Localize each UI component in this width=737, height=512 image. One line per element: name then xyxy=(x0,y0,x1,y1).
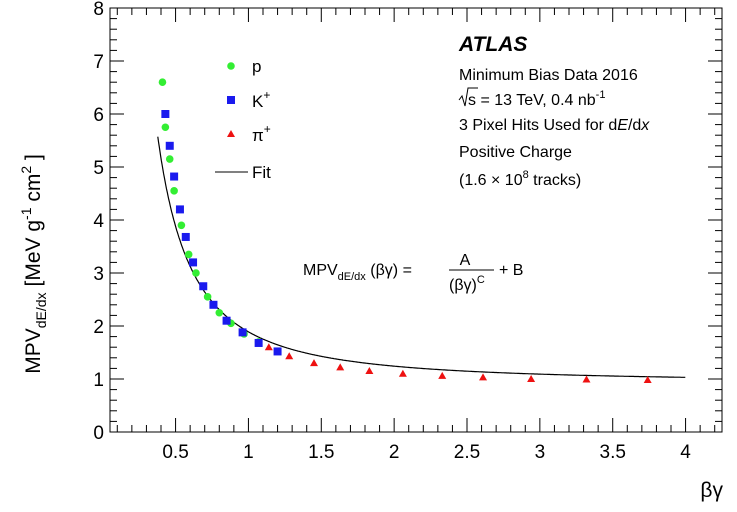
formula-denominator: (βγ)C xyxy=(449,274,485,294)
point-k xyxy=(161,110,170,118)
legend-label-p: p xyxy=(252,57,261,76)
y-tick-label: 4 xyxy=(93,211,104,232)
info-line-energy: s = 13 TeV, 0.4 nb-1 xyxy=(458,87,605,109)
x-tick-label: 2 xyxy=(389,442,400,463)
info-line-tracks: (1.6 × 108 tracks) xyxy=(459,169,581,189)
fit-curve-layer xyxy=(157,136,686,378)
y-tick-label: 3 xyxy=(93,264,104,285)
point-pi xyxy=(643,376,652,384)
legend-label-fit: Fit xyxy=(252,163,271,182)
point-p xyxy=(161,123,170,132)
point-k xyxy=(189,258,198,267)
point-pi xyxy=(264,343,273,351)
y-tick-label: 6 xyxy=(93,105,104,126)
point-p xyxy=(165,155,174,163)
y-tick-label: 7 xyxy=(93,52,104,73)
point-k xyxy=(254,338,263,347)
legend-marker-p xyxy=(227,62,235,70)
point-k xyxy=(165,141,174,150)
x-tick-label: 1 xyxy=(243,442,254,463)
formula-numerator: A xyxy=(460,252,471,269)
point-k xyxy=(175,205,184,214)
point-k xyxy=(222,316,231,325)
fit-formula: MPVdE/dx (βγ) = A (βγ)C + B xyxy=(303,252,523,294)
info-line-charge: Positive Charge xyxy=(459,144,572,161)
legend-marker-k xyxy=(227,96,235,104)
point-p xyxy=(170,187,178,195)
point-k xyxy=(181,232,190,241)
info-line-data: Minimum Bias Data 2016 xyxy=(459,67,638,84)
x-tick-label: 0.5 xyxy=(162,442,188,463)
legend-marker-pi xyxy=(227,130,235,137)
point-pi xyxy=(582,375,591,383)
point-p xyxy=(192,269,200,277)
fit-curve xyxy=(157,136,686,378)
formula-lhs: MPVdE/dx (βγ) = xyxy=(303,262,412,283)
point-pi xyxy=(285,352,294,360)
point-pi xyxy=(438,371,447,379)
x-tick-label: 3 xyxy=(535,442,546,463)
y-tick-label: 0 xyxy=(93,423,104,444)
formula-rhs: + B xyxy=(499,262,523,279)
x-tick-label: 4 xyxy=(680,442,691,463)
point-pi xyxy=(336,363,345,371)
x-tick-label: 2.5 xyxy=(454,442,480,463)
point-pi xyxy=(398,369,407,377)
y-tick-label: 8 xyxy=(93,0,104,20)
legend: p K+ π+ Fit xyxy=(215,57,271,182)
sqrt-symbol xyxy=(458,87,478,107)
atlas-info: ATLAS Minimum Bias Data 2016 s = 13 TeV,… xyxy=(458,33,650,189)
axes: 0 1 2 3 4 5 6 7 8 0.5 1 1.5 2 2.5 3 3.5 4 xyxy=(93,0,723,463)
point-p xyxy=(177,221,186,230)
point-pi xyxy=(310,359,318,367)
point-p xyxy=(184,250,193,259)
y-tick-label: 2 xyxy=(93,317,104,338)
x-axis-title: βγ xyxy=(700,479,723,502)
x-tick-label: 1.5 xyxy=(308,442,334,463)
x-tick-label: 3.5 xyxy=(600,442,626,463)
point-k xyxy=(170,172,179,181)
point-k xyxy=(273,347,282,356)
info-line-pixel-hits: 3 Pixel Hits Used for dE/dx xyxy=(459,117,650,134)
legend-label-pi: π+ xyxy=(252,122,271,145)
atlas-label: ATLAS xyxy=(458,33,527,56)
point-pi xyxy=(479,373,488,381)
data-points-layer xyxy=(158,78,652,384)
point-pi xyxy=(527,375,536,382)
point-p xyxy=(158,78,167,86)
point-k xyxy=(209,300,218,309)
point-k xyxy=(199,282,208,291)
y-axis-title: MPVdE/dx[MeV g-1 cm2 ] xyxy=(18,154,49,374)
point-pi xyxy=(365,367,374,375)
y-tick-label: 1 xyxy=(93,370,104,391)
legend-label-k: K+ xyxy=(252,88,270,111)
y-tick-label: 5 xyxy=(93,158,104,179)
point-p xyxy=(203,293,212,301)
point-k xyxy=(238,328,247,337)
point-p xyxy=(215,308,224,317)
svg-text:s = 13 TeV, 0.4 nb-1: s = 13 TeV, 0.4 nb-1 xyxy=(468,89,605,109)
